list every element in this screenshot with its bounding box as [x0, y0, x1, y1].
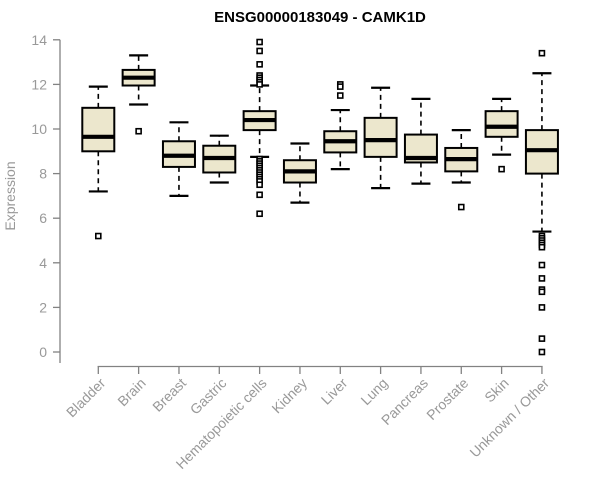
- y-tick-label: 0: [39, 344, 47, 360]
- x-category-label: Skin: [481, 375, 512, 406]
- outlier-point: [538, 49, 546, 57]
- chart-title: ENSG00000183049 - CAMK1D: [214, 9, 426, 26]
- y-tick-label: 14: [31, 32, 47, 48]
- outlier-point: [256, 210, 263, 218]
- outlier-point: [538, 335, 546, 342]
- outlier-point: [135, 127, 142, 135]
- outlier-point: [538, 243, 546, 251]
- x-category-label: Liver: [318, 375, 351, 408]
- outlier-point: [457, 203, 465, 211]
- y-tick-label: 6: [39, 210, 47, 226]
- outlier-point: [538, 275, 546, 282]
- x-category-label: Kidney: [268, 375, 310, 417]
- outlier-point: [256, 47, 263, 55]
- box: [81, 106, 116, 153]
- x-category-label: Lung: [357, 375, 390, 408]
- outlier-point: [498, 165, 505, 173]
- box: [484, 110, 519, 138]
- outlier-point: [538, 304, 546, 311]
- outlier-point: [95, 232, 102, 240]
- y-axis-label: Expression: [2, 161, 18, 230]
- x-category-label: Breast: [149, 375, 189, 415]
- outlier-point: [336, 92, 344, 99]
- y-tick-label: 2: [39, 299, 47, 315]
- x-category-label: Brain: [114, 375, 148, 409]
- outlier-point: [538, 348, 546, 356]
- outlier-point: [256, 81, 263, 88]
- y-tick-label: 10: [31, 121, 47, 137]
- outlier-point: [256, 181, 263, 189]
- y-tick-label: 4: [39, 255, 47, 271]
- outlier-point: [256, 61, 263, 68]
- outlier-point: [538, 261, 546, 269]
- x-category-label: Prostate: [423, 375, 471, 423]
- x-category-label: Bladder: [63, 375, 109, 421]
- y-tick-label: 12: [31, 76, 47, 92]
- outlier-point: [336, 83, 344, 90]
- outlier-point: [256, 191, 263, 199]
- box: [363, 116, 398, 158]
- outlier-point: [538, 288, 546, 296]
- y-tick-label: 8: [39, 166, 47, 182]
- outlier-point: [256, 38, 263, 46]
